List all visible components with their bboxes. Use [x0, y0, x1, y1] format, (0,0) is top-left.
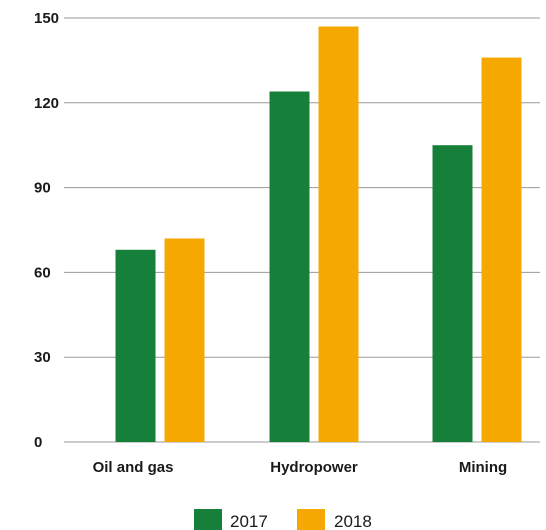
bar-2017-2	[432, 145, 473, 442]
legend-label: 2017	[230, 512, 268, 530]
y-tick-label: 90	[34, 180, 51, 197]
bar-2018-2	[481, 57, 522, 442]
y-tick-label: 0	[34, 434, 42, 451]
legend-swatch-2018	[297, 509, 325, 530]
y-tick-label: 150	[34, 10, 59, 27]
bar-2018-1	[318, 26, 359, 442]
x-category-label: Mining	[459, 459, 507, 476]
x-category-label: Oil and gas	[93, 459, 174, 476]
y-axis-ticks: 0 30 60 90 120 150	[34, 10, 59, 451]
bars	[115, 26, 522, 442]
x-category-label: Hydropower	[270, 459, 358, 476]
y-tick-label: 30	[34, 349, 51, 366]
legend: 2017 2018	[194, 509, 372, 530]
legend-swatch-2017	[194, 509, 222, 530]
y-tick-label: 60	[34, 264, 51, 281]
bar-2017-0	[115, 249, 156, 442]
bar-2018-0	[164, 238, 205, 442]
y-tick-label: 120	[34, 95, 59, 112]
legend-label: 2018	[334, 512, 372, 530]
x-axis-categories: Oil and gas Hydropower Mining	[93, 459, 508, 476]
bar-2017-1	[269, 91, 310, 442]
